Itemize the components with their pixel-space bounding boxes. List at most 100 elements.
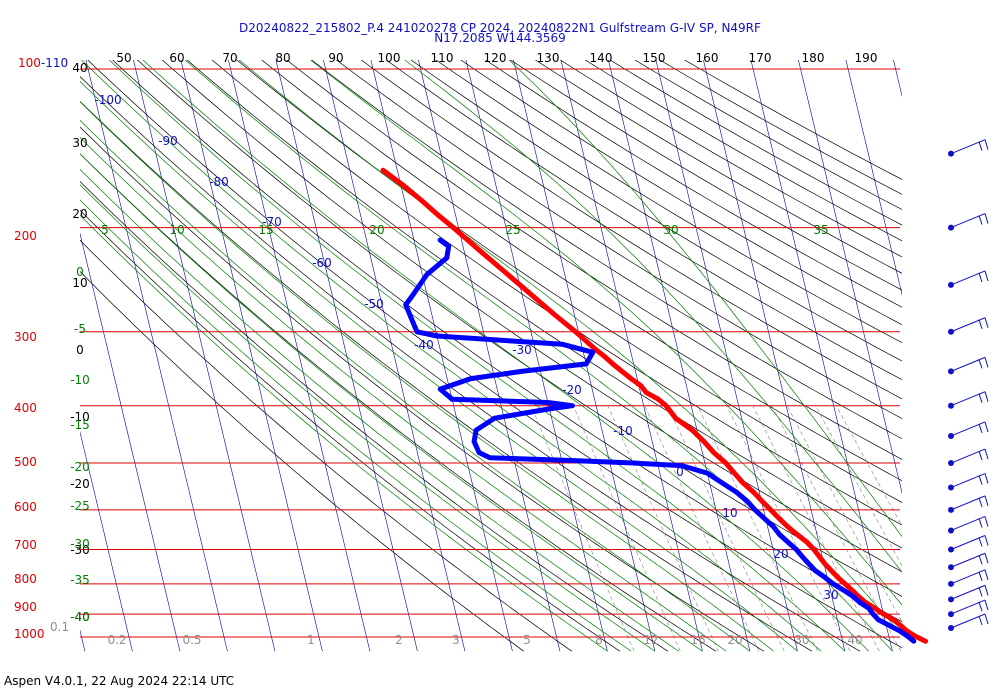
dry-adiabat-line — [80, 76, 861, 652]
isotherm-line — [0, 49, 37, 651]
isotherm-label: -40 — [414, 338, 434, 352]
isotherm-line — [275, 60, 418, 652]
moist-adiabat-line — [80, 214, 608, 652]
dry-adiabat-line — [236, 60, 902, 503]
isotherm-line — [180, 60, 323, 652]
wind-barb — [948, 599, 989, 618]
wind-barb — [948, 448, 989, 467]
isotherm-label: -80 — [209, 175, 229, 189]
isotherm-line — [845, 60, 902, 296]
wind-barb-flag — [984, 553, 989, 564]
dry-adiabat-line — [80, 270, 525, 652]
moist-adiabat-label: -10 — [70, 373, 90, 387]
dry-adiabat-line — [136, 60, 902, 597]
isotherm-line — [85, 60, 228, 652]
wind-barb-flag — [984, 357, 989, 368]
isotherm-label: -70 — [262, 215, 282, 229]
mixing-ratio-label: 1 — [307, 633, 315, 647]
dry-adiabat-line — [261, 60, 902, 482]
wind-barb — [948, 515, 989, 534]
wind-barb — [948, 569, 989, 587]
top-axis-tick-label: 60 — [169, 51, 184, 65]
wind-barb-flag — [984, 213, 989, 224]
pressure-label: 600 — [14, 500, 37, 514]
height-label: -40 — [70, 610, 90, 624]
mixing-ratio-line — [752, 405, 880, 652]
moist-adiabat-label: 15 — [258, 223, 273, 237]
wind-barb — [948, 356, 989, 375]
wind-barb-flag — [984, 270, 989, 282]
wind-barb-flag — [984, 139, 989, 150]
moist-adiabat-line — [404, 60, 902, 573]
isotherm-label: -20 — [562, 383, 582, 397]
wind-barb-flag — [978, 497, 983, 508]
moist-adiabat-label: 5 — [101, 223, 109, 237]
wind-barb-staff — [950, 552, 986, 568]
moist-adiabat-label: 20 — [369, 223, 384, 237]
top-axis-tick-label: 120 — [484, 51, 507, 65]
moist-adiabat-label: -15 — [70, 418, 90, 432]
dry-adiabat-line — [80, 209, 621, 652]
wind-barb — [948, 213, 989, 231]
mixing-ratio-label: 5 — [523, 633, 531, 647]
wind-barb — [948, 495, 989, 513]
wind-barb-flag — [984, 535, 989, 546]
isotherm-line — [133, 60, 276, 652]
wind-barb-staff — [950, 495, 986, 511]
isotherm-lines — [0, 49, 902, 652]
dry-adiabat-line — [80, 126, 765, 652]
wind-barb-flag — [978, 587, 983, 597]
wind-barb-flag — [978, 450, 983, 461]
sounding-profiles — [380, 167, 929, 644]
moist-adiabat-label: -5 — [74, 322, 86, 336]
pressure-label-110: -110 — [41, 56, 68, 70]
height-label: 0 — [76, 343, 84, 357]
mixing-ratio-label: 20 — [727, 633, 742, 647]
dry-adiabat-line — [286, 60, 902, 460]
mixing-ratio-label-0-1: 0.1 — [50, 620, 69, 634]
top-axis-tick-label: 170 — [749, 51, 772, 65]
isotherm-line — [608, 60, 751, 652]
wind-barb-flag — [978, 141, 983, 151]
top-axis-tick-label: 100 — [378, 51, 401, 65]
wind-barb-flag — [984, 516, 989, 527]
mixing-ratio-line — [573, 405, 681, 652]
height-label: 30 — [72, 136, 87, 150]
dewpoint-profile-line — [403, 237, 917, 644]
wind-barb-staff — [950, 613, 986, 629]
wind-barb-staff — [950, 139, 986, 155]
wind-barb-staff — [950, 317, 986, 333]
wind-barb-flag — [984, 317, 989, 328]
moist-adiabat-line — [80, 80, 798, 652]
wind-barb-flag — [984, 448, 989, 460]
top-axis-tick-label: 190 — [855, 51, 878, 65]
dry-adiabat-line — [385, 60, 902, 381]
top-axis-tick-label: 80 — [275, 51, 290, 65]
wind-barb-flag — [984, 599, 989, 611]
mixing-ratio-lines — [530, 405, 902, 652]
dry-adiabat-line — [311, 60, 902, 440]
isotherm-line — [80, 430, 133, 652]
wind-barb-flag — [984, 495, 989, 507]
wind-barb-flag — [984, 473, 989, 484]
dry-adiabat-line — [80, 239, 573, 652]
wind-barb-flag — [984, 585, 989, 596]
top-axis-tick-label: 150 — [643, 51, 666, 65]
dry-adiabat-line — [161, 60, 902, 573]
pressure-label: 900 — [14, 600, 37, 614]
top-axis-tick-label: 140 — [590, 51, 613, 65]
dry-adiabat-line — [211, 60, 902, 526]
wind-barb — [948, 584, 989, 603]
pressure-label-100-110: 100-110 — [18, 56, 68, 70]
mixing-ratio-label: 16 — [690, 633, 705, 647]
isotherm-line — [798, 60, 902, 495]
moist-adiabat-label: -20 — [70, 460, 90, 474]
pressure-label: 1000 — [14, 627, 45, 641]
moist-adiabat-line — [310, 60, 902, 606]
top-axis-tick-label: 110 — [431, 51, 454, 65]
dry-adiabat-line — [460, 60, 902, 326]
moist-adiabat-label: 10 — [169, 223, 184, 237]
mixing-ratio-label: 12 — [643, 633, 658, 647]
mixing-ratio-line — [530, 405, 635, 652]
